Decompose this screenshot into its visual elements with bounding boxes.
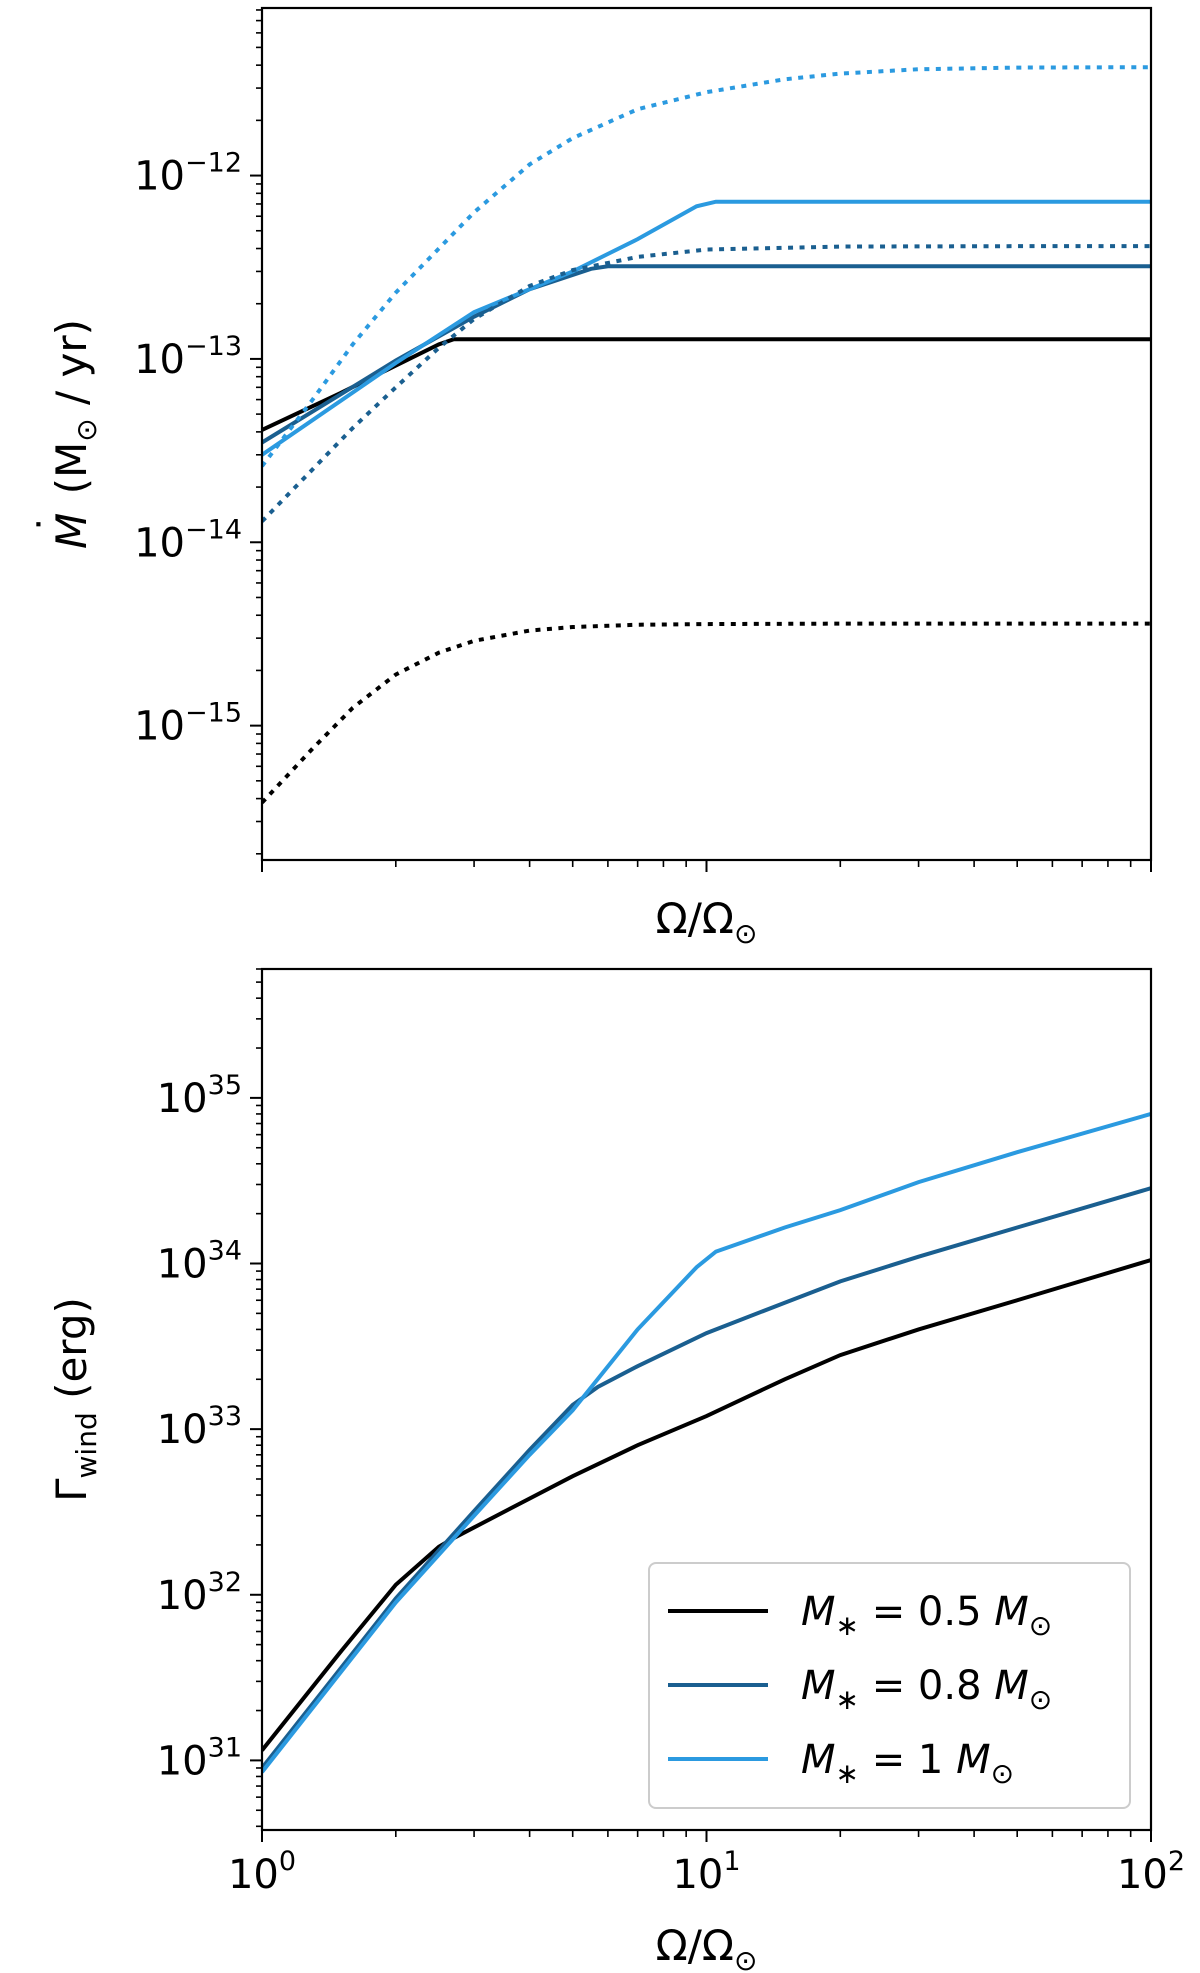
x-tick-label: 101	[672, 1846, 740, 1898]
y-tick-label: 1032	[157, 1567, 242, 1619]
x-axis-label: Ω/Ω⊙	[656, 1921, 758, 1973]
x-tick-label: 100	[228, 1846, 296, 1898]
y-tick-label: 10−13	[134, 331, 242, 383]
plot-frame	[260, 6, 1153, 862]
y-axis-label: Γwind (erg)	[47, 1297, 103, 1502]
y-tick-label: 10−14	[134, 514, 242, 566]
series-line-dotted-5	[262, 65, 1151, 468]
series-line-solid-2	[262, 199, 1151, 457]
legend-label: M∗ = 0.8 M⊙	[801, 1663, 1052, 1716]
y-tick-label: 1033	[157, 1401, 242, 1453]
legend-box	[648, 1562, 1131, 1809]
series-line-dotted-4	[262, 244, 1151, 523]
series-line-dotted-3	[262, 621, 1151, 805]
y-tick-label: 1035	[157, 1070, 242, 1122]
y-tick-label: 10−15	[134, 698, 242, 750]
x-axis-label: Ω/Ω⊙	[656, 894, 758, 950]
panel-2: 1031 1032 1033 1034 1035 100 101 102 Ω/Ω⊙ Γwind (…	[47, 967, 1185, 1973]
legend-label: M∗ = 1 M⊙	[801, 1737, 1014, 1790]
series-line-solid-0	[262, 337, 1151, 432]
series-line-solid-0	[262, 1258, 1151, 1752]
series-line-solid-1	[262, 1186, 1151, 1770]
legend-label: M∗ = 0.5 M⊙	[801, 1589, 1052, 1642]
series-line-solid-2	[262, 1112, 1151, 1774]
x-tick-label: 102	[1117, 1846, 1185, 1898]
legend: M∗ = 0.5 M⊙ M∗ = 0.8 M⊙ M∗ = 1 M⊙	[648, 1562, 1131, 1809]
y-tick-label: 10−12	[134, 148, 242, 200]
y-tick-label: 1034	[157, 1236, 242, 1288]
panel-1: 10−15 10−14 10−13 10−12 Ω/Ω⊙ M˙ (M⊙ / yr)	[29, 6, 1153, 950]
y-axis-label: M˙ (M⊙ / yr)	[29, 319, 103, 549]
y-tick-label: 1031	[157, 1732, 242, 1784]
